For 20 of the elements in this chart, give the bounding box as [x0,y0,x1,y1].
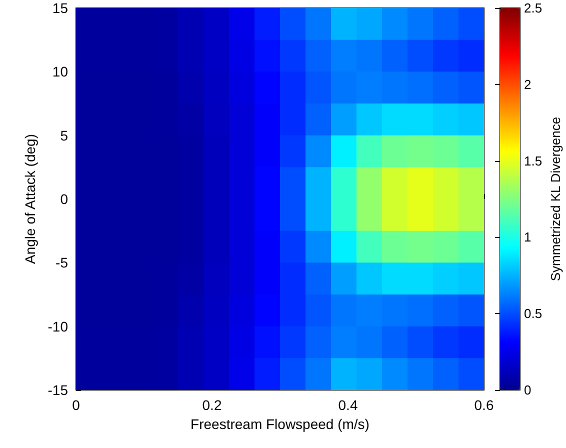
y-tick-label: 15 [52,0,68,16]
color-bar-label: 1.5 [524,153,542,168]
color-bar-label: 2 [524,76,532,92]
y-tick-label: 0 [60,191,68,207]
color-bar-label: 2.5 [524,0,542,16]
color-bar-label: 0.5 [524,306,542,322]
x-tick-label: 0.4 [338,397,358,413]
y-tick-label: -5 [56,254,68,271]
y-axis-title: Angle of Attack (deg) [22,134,38,264]
y-tick-label: -10 [48,318,68,334]
color-bar-title: Symmetrized KL Divergence [548,116,563,282]
color-bar-label: 0 [524,382,532,398]
y-tick-label: 5 [60,127,68,144]
x-axis-title: Freestream Flowspeed (m/s) [190,416,370,432]
x-tick-label: 0.6 [474,397,494,413]
color-bar-label: 1 [524,230,532,245]
y-tick-label: -15 [48,382,68,398]
y-tick-label: 10 [52,64,68,80]
x-tick-label: 0.2 [202,397,222,413]
x-tick-label: 0 [72,397,80,413]
